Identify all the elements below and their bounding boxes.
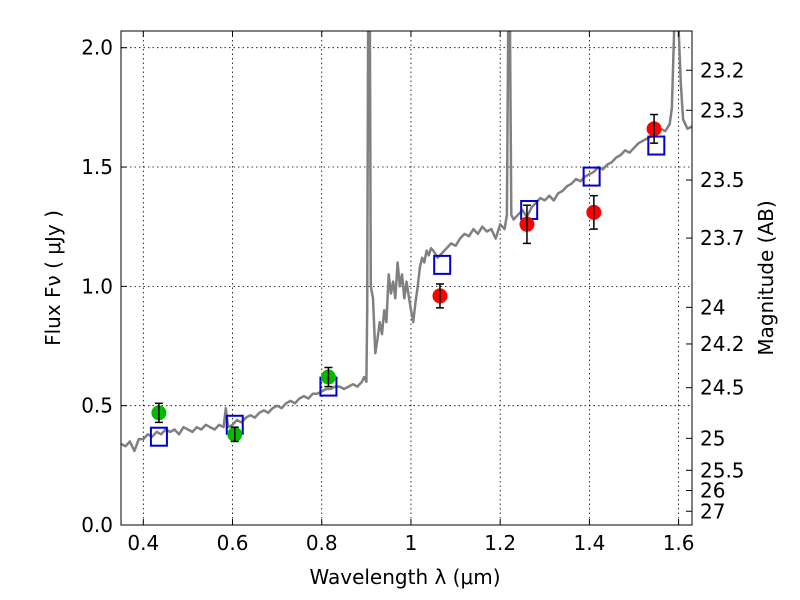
magnitude-tick-label: 24.5	[700, 376, 745, 400]
axes: 0.4 0.6 0.8 1 1.2 1.4 1.6 0.0 0.5 1.0 1.5 2.0 23.2 23…	[81, 30, 745, 555]
model-photometry-point	[149, 426, 168, 447]
x-tick-label: 1.2	[484, 531, 516, 555]
magnitude-tick-label: 23.5	[700, 168, 745, 192]
x-tick-label: 1	[405, 531, 418, 555]
y-tick-label: 1.5	[81, 155, 113, 179]
model-photometry-point	[647, 135, 666, 156]
model-photometry-point	[582, 166, 601, 187]
y-tick-label: 1.0	[81, 274, 113, 298]
x-tick-label: 1.4	[573, 531, 605, 555]
magnitude-tick-label: 27	[700, 499, 725, 523]
spectrum-line	[121, 31, 692, 453]
y-axis-label: Flux Fν ( μJy )	[41, 210, 65, 346]
x-tick-label: 1.6	[663, 531, 695, 555]
magnitude-tick-label: 23.7	[700, 226, 745, 250]
x-tick-label: 0.8	[306, 531, 338, 555]
magnitude-axis-label: Magnitude (AB)	[754, 200, 778, 355]
x-tick-label: 0.4	[127, 531, 159, 555]
magnitude-tick-label: 24	[700, 295, 725, 319]
y-tick-label: 0.5	[81, 394, 113, 418]
model-photometry-point	[433, 254, 452, 275]
x-axis-label: Wavelength λ (μm)	[309, 565, 500, 589]
plot-area	[121, 31, 692, 453]
magnitude-tick-label: 24.2	[700, 332, 745, 356]
y-tick-label: 0.0	[81, 513, 113, 537]
grid	[121, 31, 692, 526]
x-tick-label: 0.6	[217, 531, 249, 555]
plot-frame	[120, 30, 693, 526]
magnitude-tick-label: 23.2	[700, 58, 745, 82]
magnitude-tick-label: 23.3	[700, 98, 745, 122]
magnitude-tick-label: 26	[700, 479, 725, 503]
magnitude-tick-label: 25.5	[700, 458, 745, 482]
magnitude-tick-label: 25	[700, 426, 725, 450]
series-group	[121, 31, 692, 453]
y-tick-label: 2.0	[81, 36, 113, 60]
